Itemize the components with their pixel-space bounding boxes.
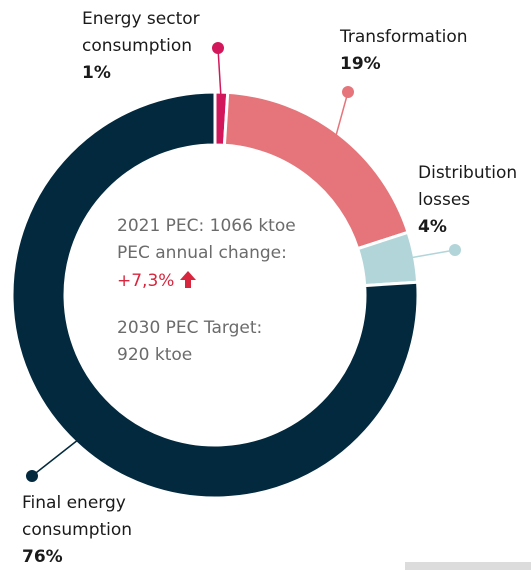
leader-line (31, 436, 82, 477)
leader-line (406, 249, 456, 260)
value-label: 1% (82, 63, 111, 83)
up-arrow (179, 271, 196, 288)
category-name: Distribution losses (418, 163, 518, 210)
slice-label: Transformation 19% (340, 24, 500, 78)
leader-line (333, 91, 349, 142)
leader-dot (212, 42, 224, 54)
category-name: Final energy consumption (22, 493, 133, 540)
leader-dot (342, 86, 354, 98)
leader-dot (26, 470, 38, 482)
value-label: 76% (22, 547, 63, 567)
slice-label: Energy sector consumption 1% (82, 6, 212, 87)
value-label: 4% (418, 217, 447, 237)
value-label: 19% (340, 54, 381, 74)
center-text: PEC annual change: (117, 243, 287, 263)
change-value: +7,3% (117, 271, 175, 291)
category-name: Transformation (340, 27, 468, 47)
slice-label: Distribution losses 4% (418, 160, 531, 241)
donut-slice (10, 90, 420, 500)
leader-dot (449, 244, 461, 256)
scroll-bar (405, 562, 531, 570)
center-text: 920 ktoe (117, 345, 193, 365)
change-text: +7,3% (117, 271, 196, 291)
category-name: Energy sector consumption (82, 9, 200, 56)
slice-label: Final energy consumption 76% (22, 490, 172, 571)
center-text: 2030 PEC Target: (117, 318, 263, 338)
center-text: 2021 PEC: 1066 ktoe (117, 216, 296, 236)
leader-line (217, 47, 222, 101)
